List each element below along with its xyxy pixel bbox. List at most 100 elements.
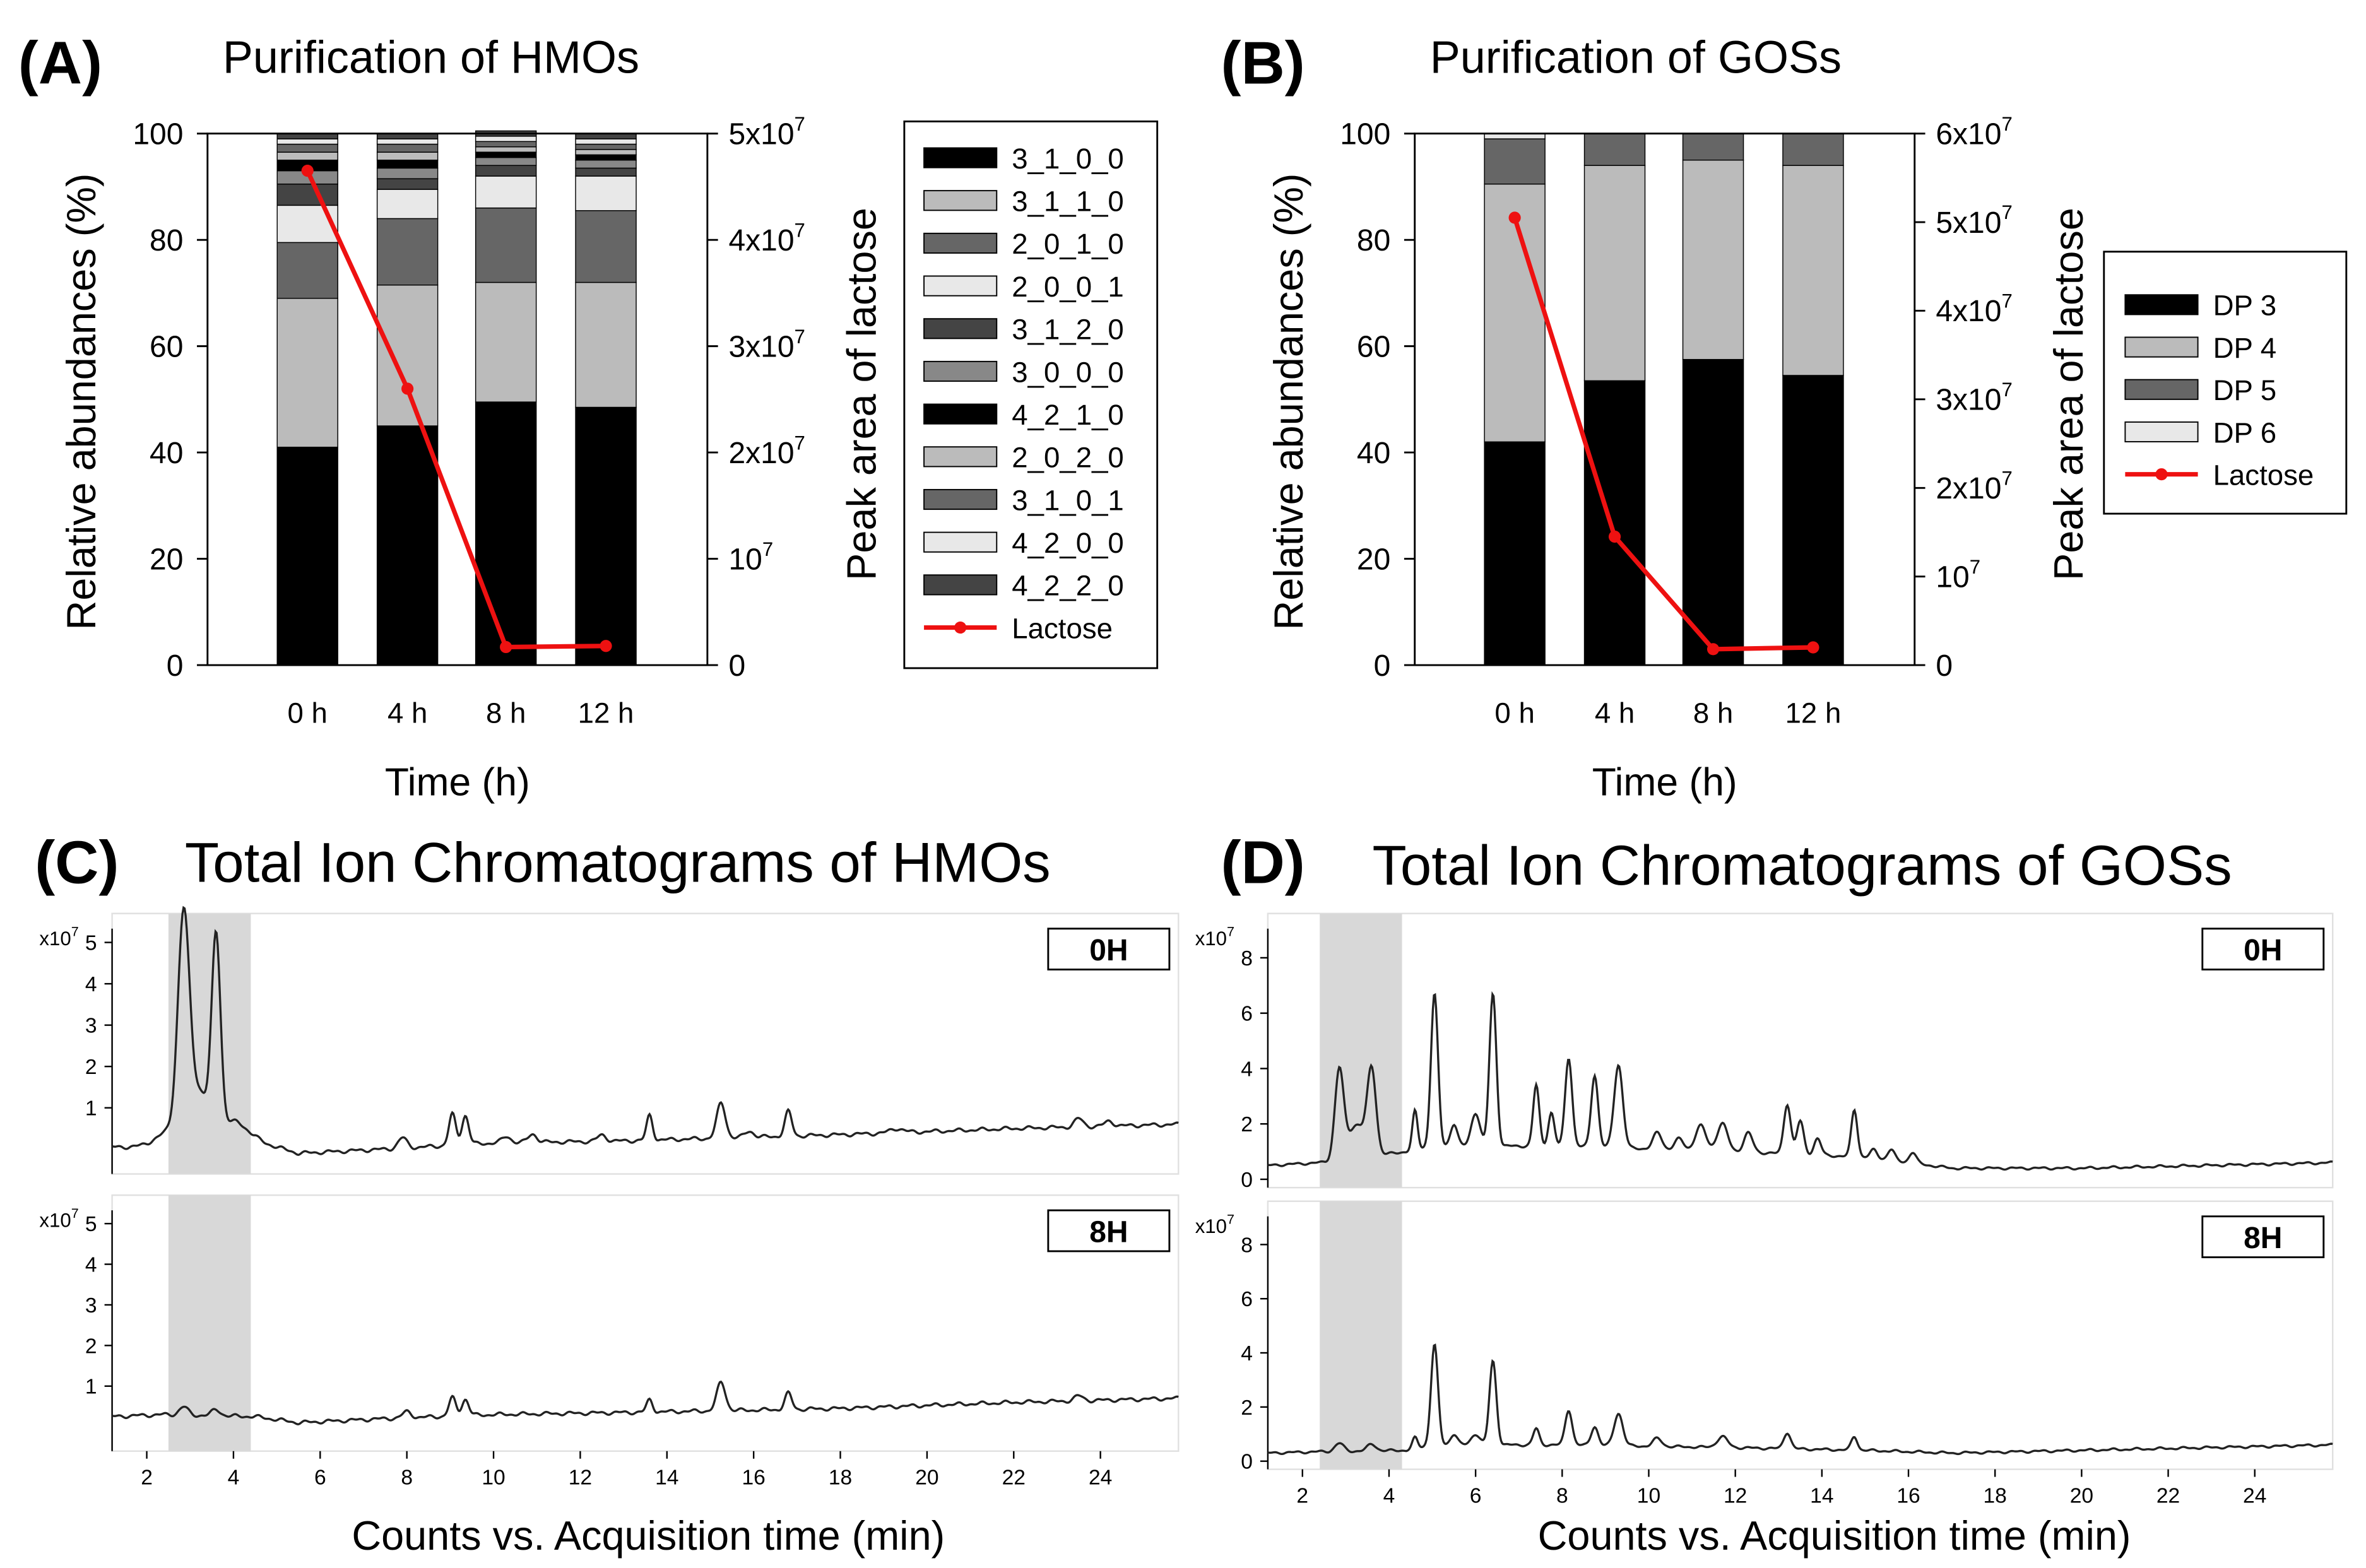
time-tag-label: 8H	[2244, 1222, 2282, 1255]
time-tag-box	[1047, 928, 1171, 970]
bar-segment-4_2_0_0	[276, 138, 338, 145]
y2-tick-label: 0	[1936, 649, 1953, 683]
x-axis-label: Counts vs. Acquisition time (min)	[352, 1512, 945, 1559]
time-tag-box	[2201, 928, 2325, 970]
y-tick-label: 20	[150, 543, 183, 576]
y-tick-label: 100	[133, 117, 183, 151]
bar-segment-3_1_0_1	[376, 143, 439, 153]
bar-segment-2_0_2_0	[475, 146, 537, 153]
y-scale-base: x10	[39, 1210, 71, 1232]
y-tick-label: 3	[85, 1015, 97, 1038]
y2-tick-exponent: 7	[795, 326, 805, 348]
x-tick-label: 8	[1556, 1484, 1568, 1507]
bar-segment-3_1_1_0	[376, 285, 439, 427]
y-tick-label: 0	[1374, 649, 1391, 683]
y-tick-label: 0	[1241, 1169, 1253, 1192]
legend-label: DP 3	[2213, 290, 2277, 322]
bar-segment-2_0_1_0	[575, 210, 637, 283]
y-tick-label: 80	[1357, 224, 1390, 257]
chromatogram-trace	[1267, 1343, 2333, 1456]
legend-line-marker	[2155, 468, 2168, 481]
bar-segment-dp-5	[1782, 133, 1844, 166]
bar-segment-3_1_0_0	[376, 425, 439, 666]
y2-tick-base: 4x10	[1936, 295, 2001, 328]
y2-tick-exponent: 7	[2001, 379, 2012, 401]
y2-tick-exponent: 7	[795, 432, 805, 454]
lactose-point	[500, 640, 512, 654]
y2-tick-exponent: 7	[2001, 201, 2012, 223]
y-tick-label: 2	[1241, 1113, 1253, 1136]
chromatogram-frame	[111, 912, 1180, 1175]
bar-segment-2_0_0_1	[575, 175, 637, 211]
lactose-line	[305, 170, 606, 650]
y2-tick-base: 10	[728, 543, 762, 576]
legend-label: 4_2_2_0	[1012, 570, 1124, 602]
legend-label: 3_0_0_0	[1012, 356, 1124, 388]
legend-swatch	[923, 147, 998, 168]
y2-tick-label: 6x107	[1936, 113, 2012, 151]
legend-label: 3_1_2_0	[1012, 314, 1124, 346]
chromatogram-frame	[1267, 912, 2334, 1189]
y-tick-label: 8	[1241, 947, 1253, 970]
y2-tick-exponent: 7	[795, 219, 805, 241]
legend-swatch	[923, 531, 998, 553]
x-tick-label: 6	[1470, 1484, 1482, 1507]
x-tick-label: 0 h	[1494, 697, 1534, 729]
y2-axis-label: Peak area of lactose	[838, 208, 884, 581]
lactose-point	[401, 382, 414, 395]
y-scale-base: x10	[1195, 928, 1227, 950]
y-scale-label: x107	[39, 1205, 78, 1231]
y2-tick-exponent: 7	[2001, 290, 2012, 312]
y-scale-base: x10	[39, 928, 71, 950]
y-tick-label: 100	[1340, 117, 1390, 151]
bar-segment-4_2_0_0	[376, 138, 439, 145]
bar-segment-3_1_2_0	[575, 167, 637, 177]
legend-swatch	[923, 190, 998, 211]
bar-segment-dp-3	[1782, 375, 1844, 666]
lactose-point	[1706, 643, 1720, 656]
x-tick-label: 14	[655, 1466, 678, 1490]
y2-tick-exponent: 7	[795, 113, 805, 135]
y2-tick-base: 6x10	[1936, 117, 2001, 151]
bar-segment-dp-3	[1484, 441, 1546, 666]
y2-tick-label: 3x107	[728, 326, 805, 364]
y2-axis-label: Peak area of lactose	[2045, 208, 2091, 581]
x-tick-label: 2	[141, 1466, 153, 1490]
panel-b-stacked-bar-chart: (B) Purification of GOSs 0 h 4 h 8 h 12 h 0 2…	[1221, 29, 2348, 805]
y-tick-label: 4	[1241, 1058, 1253, 1081]
legend-label: 3_1_0_1	[1012, 484, 1124, 516]
y2-tick-base: 0	[728, 649, 745, 683]
legend-label: 2_0_0_1	[1012, 271, 1124, 303]
x-tick-label: 4	[228, 1466, 240, 1490]
y2-tick-label: 3x107	[1936, 379, 2012, 417]
bar-segment-dp-3	[1682, 358, 1744, 666]
y-axis-label: Relative abundances (%)	[1265, 173, 1311, 630]
bar-segment-2_0_2_0	[376, 151, 439, 161]
lactose-point	[1608, 530, 1621, 543]
panel-c-chromatograms: (C) Total Ion Chromatograms of HMOs 1234…	[35, 829, 1180, 1559]
bar-segment-3_0_0_0	[575, 160, 637, 169]
y-scale-exponent: 7	[71, 1205, 79, 1221]
x-axis-label: Time (h)	[385, 761, 530, 805]
bar-segment-2_0_2_0	[575, 149, 637, 156]
chromatogram-trace	[112, 905, 1179, 1156]
y-tick-label: 2	[1241, 1396, 1253, 1420]
legend-swatch	[923, 488, 998, 510]
x-tick-label: 22	[2156, 1484, 2180, 1507]
y2-tick-exponent: 7	[2001, 113, 2012, 135]
y-tick-label: 6	[1241, 1288, 1253, 1311]
bar-segment-2_0_0_1	[276, 204, 338, 244]
bar-segment-3_1_1_0	[575, 281, 637, 408]
legend-swatch	[2124, 294, 2199, 315]
legend: DP 3 DP 4 DP 5 DP 6 Lactose	[2103, 251, 2348, 515]
bar-segment-dp-4	[1583, 165, 1646, 382]
y2-tick-base: 3x10	[728, 330, 794, 363]
y2-tick-base: 5x10	[728, 117, 794, 151]
bar-segment-4_2_1_0	[475, 151, 537, 158]
legend-swatch	[923, 446, 998, 468]
bar-segment-3_0_0_0	[376, 167, 439, 179]
y-tick-label: 20	[1357, 543, 1390, 576]
y2-tick-exponent: 7	[762, 538, 773, 560]
x-tick-label: 2	[1296, 1484, 1308, 1507]
